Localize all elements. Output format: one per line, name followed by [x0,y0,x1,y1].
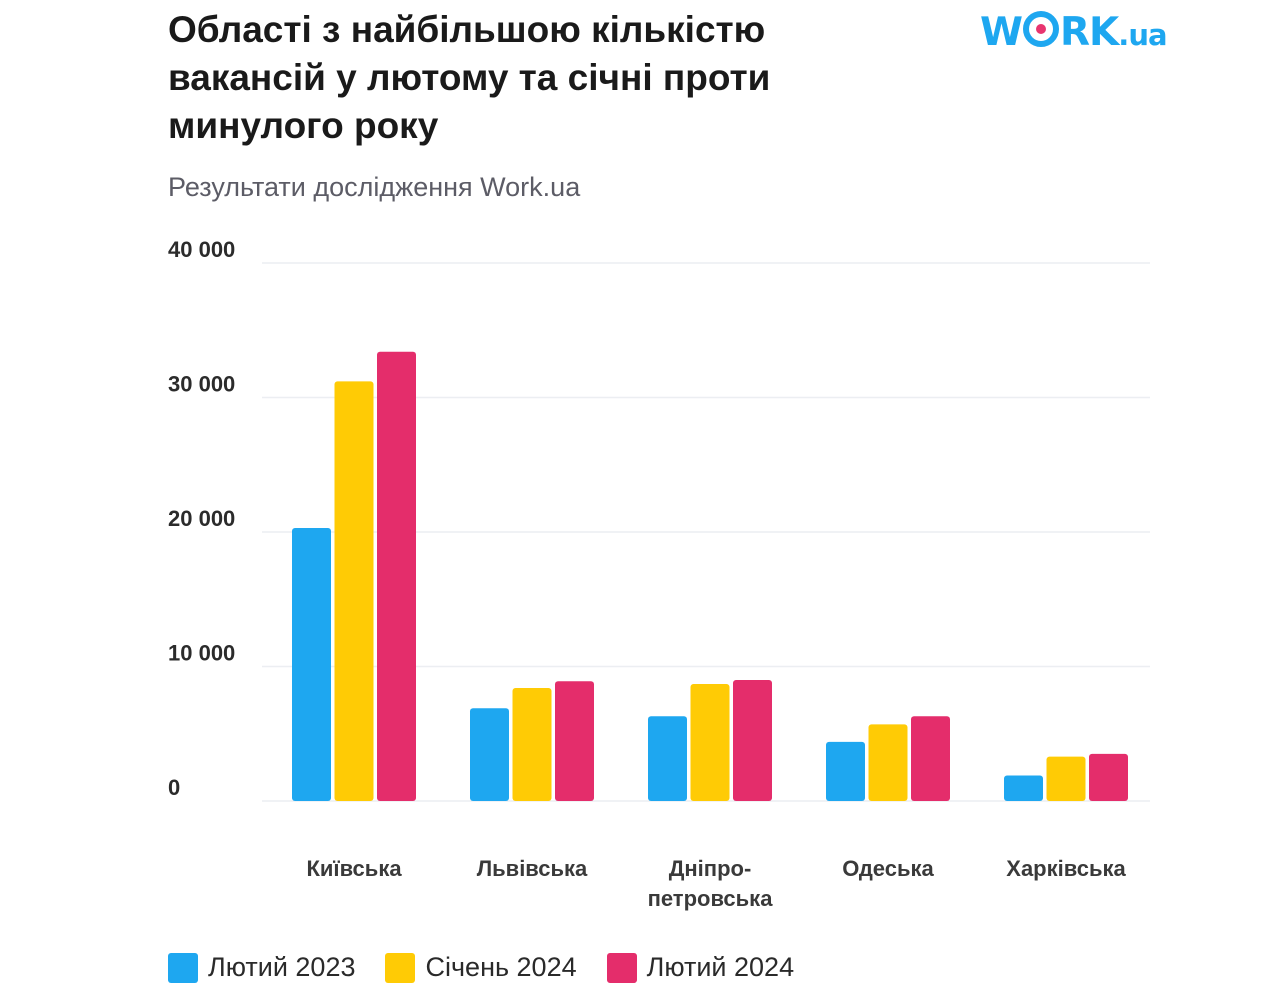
legend-swatch [168,952,198,983]
bar [555,681,594,801]
bar [690,683,730,801]
logo-ring-icon [1023,11,1060,47]
bar [648,716,687,801]
legend-label: Лютий 2024 [646,952,795,982]
legend-swatch [385,952,416,983]
y-tick-label: 0 [168,775,180,800]
bar [868,724,908,801]
bar-chart: 0 10 000 20 000 30 000 40 000 Київська Львівсь… [168,237,1150,911]
chart-legend: Лютий 2023 Січень 2024 Лютий 2024 [168,952,794,983]
x-tick-label: Дніпро- [669,856,752,881]
bar [911,716,950,801]
x-tick-label: петровська [648,886,774,911]
legend-swatch [606,952,637,983]
y-tick-label: 10 000 [168,641,235,666]
legend-label: Лютий 2023 [208,952,356,982]
bar [512,688,552,801]
legend-label: Січень 2024 [425,952,577,982]
y-tick-label: 20 000 [168,506,235,531]
y-tick-label: 40 000 [168,237,235,262]
chart-subtitle: Результати дослідження Work.ua [168,172,581,202]
bar [292,527,331,801]
bar [1046,756,1086,801]
bar [1089,753,1128,801]
bar [470,708,509,801]
bar [377,351,416,801]
chart-title: Області з найбільшою кількістю вакансій … [168,9,771,146]
bar [334,381,374,801]
x-tick-label: Львівська [477,856,588,881]
x-tick-label: Одеська [842,856,934,881]
legend-item: Лютий 2024 [606,952,795,983]
bar [1004,775,1043,801]
x-tick-label: Харківська [1006,856,1126,881]
legend-item: Січень 2024 [385,952,577,983]
y-tick-label: 30 000 [168,372,235,397]
bar [826,741,865,801]
x-tick-label: Київська [306,856,402,881]
legend-item: Лютий 2023 [168,952,355,983]
work-ua-logo: W RK.ua [980,10,1168,55]
bar [733,679,772,801]
